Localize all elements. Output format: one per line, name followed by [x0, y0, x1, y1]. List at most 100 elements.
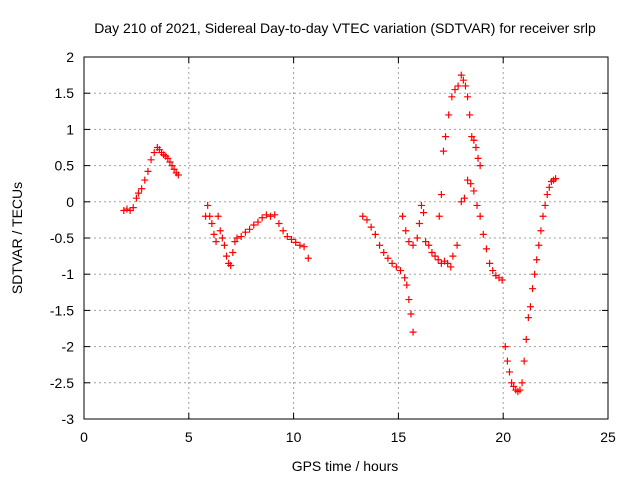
y-tick-label: -1.5: [50, 302, 74, 318]
data-point: [422, 238, 430, 246]
data-point: [405, 296, 413, 304]
data-point: [470, 187, 478, 195]
data-point: [223, 252, 231, 260]
y-tick-label: -0.5: [50, 230, 74, 246]
data-point: [384, 254, 392, 262]
data-point: [457, 71, 465, 79]
data-point: [468, 133, 476, 141]
data-point: [498, 276, 506, 284]
data-point: [283, 233, 291, 241]
data-point: [170, 165, 178, 173]
y-tick-label: 1.5: [55, 85, 75, 101]
data-point: [454, 82, 462, 90]
data-point: [444, 259, 452, 267]
data-point: [461, 82, 469, 90]
chart-title: Day 210 of 2021, Sidereal Day-to-day VTE…: [94, 20, 596, 36]
data-points: [120, 71, 560, 395]
data-point: [292, 238, 300, 246]
data-point: [204, 201, 212, 209]
data-point: [380, 248, 388, 256]
data-point: [262, 211, 270, 219]
data-point: [510, 382, 518, 390]
data-point: [435, 212, 443, 220]
data-point: [141, 176, 149, 184]
data-point: [216, 227, 224, 235]
data-point: [150, 149, 158, 157]
x-tick-label: 10: [286, 429, 302, 445]
data-point: [218, 234, 226, 242]
data-point: [405, 238, 413, 246]
data-point: [464, 176, 472, 184]
data-point: [212, 238, 220, 246]
data-point: [451, 86, 459, 94]
y-tick-label: 0: [66, 194, 74, 210]
data-point: [401, 274, 409, 282]
data-point: [279, 227, 287, 235]
x-axis-label: GPS time / hours: [292, 458, 399, 474]
data-point: [214, 212, 222, 220]
data-point: [402, 227, 410, 235]
axis-ticks: 0 5 10 15 20 25 -3 -2.5 -2 -1.5 -1 -0.5 0 0.5 1 1.5 2: [50, 49, 616, 445]
data-point: [138, 185, 146, 193]
data-point: [220, 241, 228, 249]
data-point: [552, 175, 560, 183]
data-point: [271, 211, 279, 219]
data-point: [505, 368, 513, 376]
data-point: [472, 144, 480, 151]
data-point: [132, 194, 140, 202]
data-point: [147, 156, 155, 164]
data-point: [241, 228, 249, 236]
data-point: [246, 225, 254, 233]
x-tick-label: 0: [80, 429, 88, 445]
data-point: [533, 256, 541, 264]
data-point: [367, 223, 375, 231]
y-tick-label: -3: [62, 411, 75, 427]
data-point: [437, 191, 445, 199]
data-point: [396, 267, 404, 275]
data-point: [300, 243, 308, 251]
x-tick-label: 5: [185, 429, 193, 445]
data-point: [371, 230, 379, 238]
data-point: [415, 220, 423, 228]
data-point: [545, 183, 553, 191]
data-point: [522, 335, 530, 343]
data-point: [476, 212, 484, 220]
data-point: [459, 76, 467, 84]
data-point: [267, 212, 275, 220]
data-point: [229, 248, 237, 256]
data-point: [448, 93, 456, 101]
data-point: [428, 248, 436, 256]
data-point: [503, 357, 511, 365]
data-point: [206, 212, 214, 220]
x-tick-label: 15: [391, 429, 407, 445]
data-point: [376, 241, 384, 249]
y-tick-label: -1: [62, 266, 75, 282]
data-point: [388, 259, 396, 267]
data-point: [168, 162, 176, 170]
y-tick-label: -2: [62, 339, 75, 355]
data-point: [227, 262, 235, 270]
data-point: [482, 245, 490, 253]
data-point: [460, 194, 468, 202]
data-point: [489, 267, 497, 275]
x-tick-label: 20: [495, 429, 511, 445]
data-point: [479, 230, 487, 238]
data-point: [359, 212, 367, 220]
data-point: [473, 201, 481, 209]
data-point: [392, 263, 400, 271]
plot-frame: [83, 56, 609, 420]
data-point: [409, 241, 417, 249]
data-point: [470, 136, 478, 144]
data-point: [123, 205, 131, 213]
data-point: [474, 154, 482, 162]
data-point: [447, 263, 455, 271]
data-point: [425, 241, 433, 249]
y-tick-label: -2.5: [50, 375, 74, 391]
data-point: [486, 259, 494, 267]
data-point: [254, 218, 262, 226]
grid: [84, 57, 608, 419]
data-point: [174, 171, 182, 179]
data-point: [467, 180, 475, 188]
data-point: [304, 254, 312, 262]
